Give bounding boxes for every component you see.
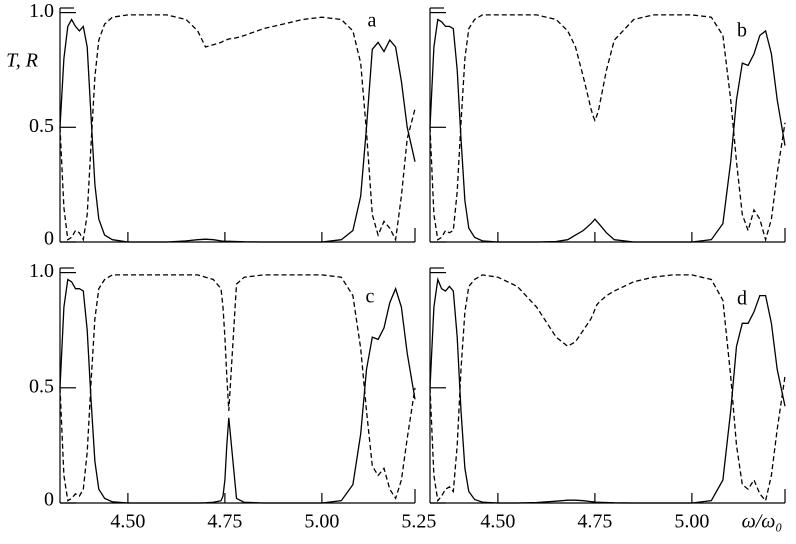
x-tick-label: 5.00 [304,511,339,533]
series-line [429,14,786,243]
x-axis-label: ω/ω₀ [742,511,783,533]
series-line [59,14,416,242]
panel-label: d [737,288,747,310]
y-tick-label: 1.0 [29,0,54,22]
y-tick-label: 0.5 [29,115,54,137]
series-line [429,274,786,503]
y-axis-label: T, R [6,50,38,72]
series-line [59,278,416,504]
x-tick-label: 4.50 [110,511,145,533]
series-line [429,277,786,504]
x-tick-label: 4.50 [480,511,515,533]
y-tick-label: 0.5 [29,375,54,397]
panel-label: a [368,10,377,32]
x-tick-label: 5.25 [401,511,436,533]
x-tick-label: 4.75 [207,511,242,533]
x-tick-label: 5.00 [674,511,709,533]
panel-label: c [366,286,375,308]
y-tick-label: 0 [44,489,54,511]
panel-label: b [737,20,747,42]
x-tick-label: 4.75 [577,511,612,533]
series-line [59,18,416,243]
series-line [429,18,786,243]
series-line [59,274,416,502]
y-tick-label: 0 [44,228,54,250]
y-tick-label: 1.0 [29,260,54,282]
